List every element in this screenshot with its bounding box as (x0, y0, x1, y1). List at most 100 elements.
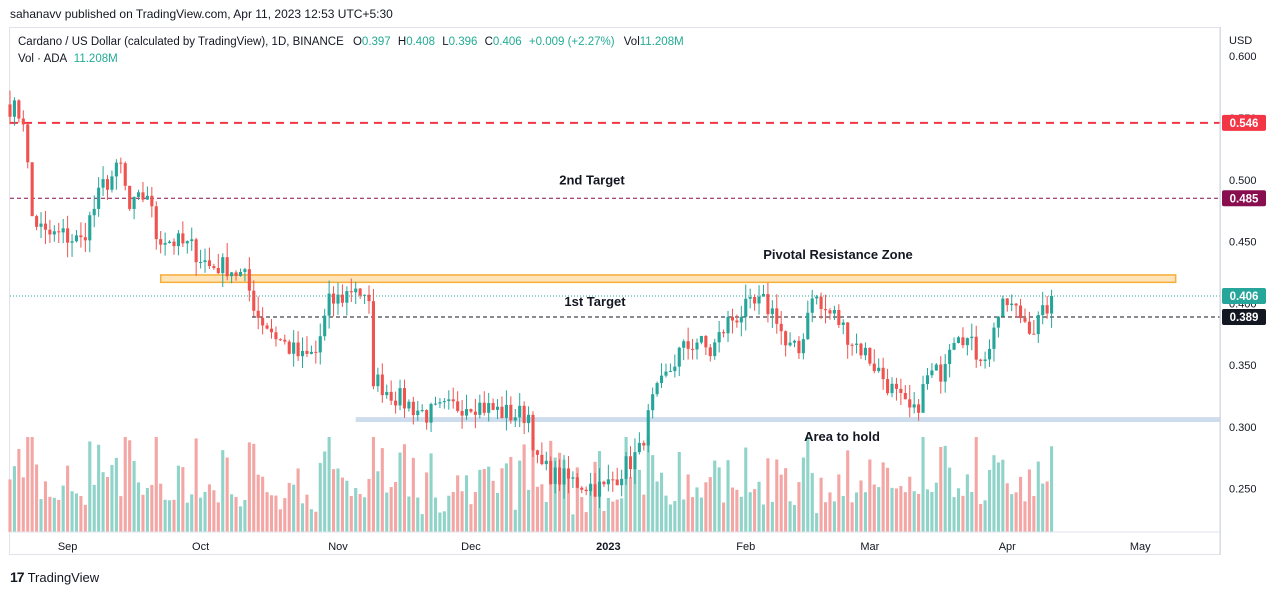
candle-body (52, 231, 56, 235)
candle-body (580, 487, 584, 490)
volume-bar (136, 482, 141, 532)
candle-body (504, 404, 508, 418)
candle-body (659, 375, 664, 384)
candle-body (482, 402, 486, 413)
candle-body (336, 294, 340, 304)
candle-body (150, 195, 154, 207)
candle-body (1032, 333, 1036, 335)
volume-bar (26, 437, 30, 532)
candle-body (695, 342, 699, 350)
candle-body (602, 481, 606, 485)
candle-body (784, 331, 788, 346)
volume-bar (52, 497, 56, 532)
volume-bar (775, 459, 779, 532)
candle-body (12, 100, 16, 117)
candle-body (797, 340, 801, 354)
volume-bar (194, 438, 198, 532)
volume-bar (323, 451, 327, 532)
volume-bar (810, 473, 814, 532)
volume-bar (420, 514, 424, 532)
volume-bar (407, 496, 411, 532)
volume-bar (261, 476, 265, 532)
candle-body (1010, 303, 1014, 306)
volume-bar (788, 501, 792, 532)
volume-bar (363, 497, 367, 532)
volume-bar (442, 511, 446, 532)
volume-bar (580, 497, 584, 532)
candle-body (318, 336, 322, 353)
candle-body (376, 374, 380, 387)
candle-body (119, 162, 123, 164)
volume-bar (336, 468, 340, 532)
candle-body (540, 454, 544, 465)
candle-body (30, 162, 34, 217)
volume-bars (8, 437, 1054, 532)
volume-bar (708, 477, 712, 532)
candle-body (420, 410, 424, 412)
volume-bar (460, 491, 464, 532)
candle-body (8, 104, 12, 117)
first-target-label: 1st Target (564, 294, 626, 309)
volume-bar (181, 467, 185, 532)
volume-bar (797, 482, 801, 532)
candle-body (651, 394, 655, 411)
volume-bar (553, 457, 557, 532)
volume-bar (150, 484, 154, 532)
candle-body (775, 308, 779, 324)
volume-bar (606, 497, 610, 532)
candle-body (265, 325, 269, 329)
candle-body (332, 293, 336, 304)
candle-body (1014, 303, 1018, 306)
candle-body (912, 404, 916, 408)
candle-body (433, 403, 438, 405)
volume-bar (225, 457, 229, 532)
volume-bar (540, 484, 544, 532)
volume-bar (987, 469, 992, 532)
candle-body (385, 391, 389, 396)
volume-bar (872, 484, 876, 532)
candle-body (456, 401, 460, 411)
volume-bar (886, 467, 890, 532)
volume-bar (593, 461, 597, 532)
candle-body (154, 206, 158, 240)
volume-bar (1014, 492, 1018, 532)
volume-bar (850, 502, 854, 532)
volume-bar (739, 496, 743, 532)
candle-body (159, 239, 163, 245)
candle-body (664, 371, 668, 376)
volume-bar (974, 437, 978, 532)
candle-body (110, 176, 114, 190)
candle-body (451, 399, 455, 402)
volume-bar (190, 494, 194, 532)
candle-body (358, 288, 362, 296)
volume-bar (451, 492, 455, 532)
volume-bar (128, 440, 132, 532)
candle-body (593, 484, 597, 497)
candle-body (527, 414, 531, 424)
candle-body (491, 403, 495, 410)
volume-bar (500, 468, 504, 532)
candle-body (469, 409, 473, 412)
price-tag-label: 0.546 (1230, 118, 1259, 130)
legend-close-label: C (484, 36, 493, 48)
volume-bar (247, 442, 251, 532)
volume-bar (416, 497, 420, 532)
volume-bar (70, 491, 74, 532)
volume-bar (770, 501, 774, 532)
candle-body (518, 405, 522, 418)
candle-body (1036, 315, 1040, 335)
volume-bar (1010, 494, 1014, 532)
legend-low-label: L (442, 36, 449, 48)
volume-bar (172, 499, 176, 532)
candle-body (416, 410, 420, 416)
candle-body (890, 383, 894, 394)
candle-body (61, 228, 65, 233)
volume-bar (695, 487, 699, 532)
volume-bar (88, 441, 92, 532)
candle-body (1023, 318, 1027, 322)
volume-bar (602, 510, 606, 532)
tradingview-footer[interactable]: 17 TradingView (10, 569, 99, 585)
volume-bar (274, 495, 278, 532)
volume-bar (473, 492, 477, 532)
